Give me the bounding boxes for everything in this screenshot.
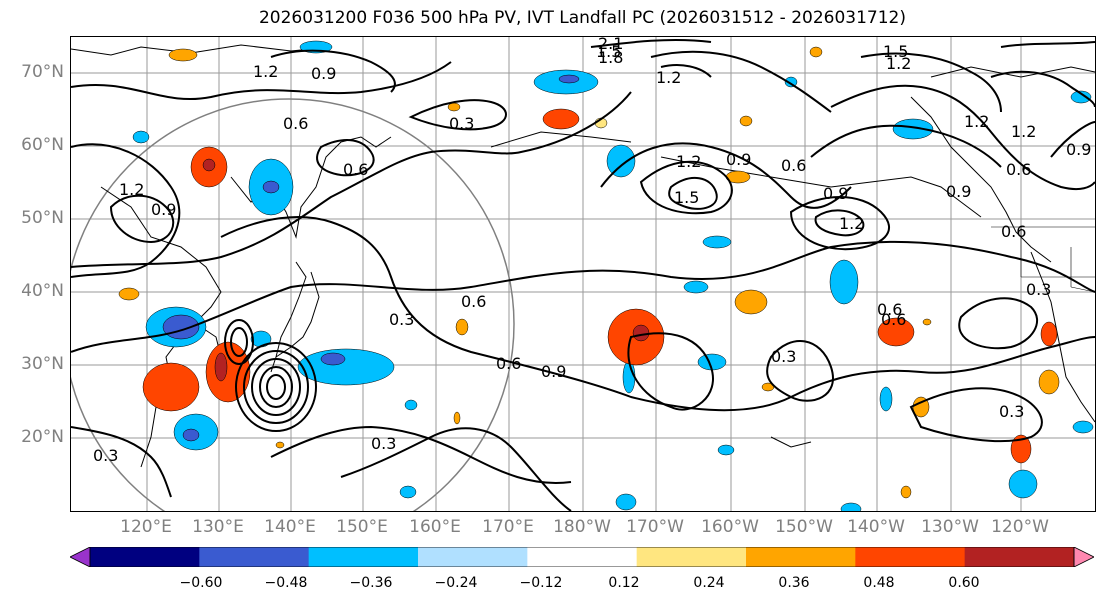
pv-positive-anomalies xyxy=(118,46,1060,499)
lon-label-150w: 150°W xyxy=(775,517,833,537)
contour-label: 1.2 xyxy=(676,152,701,171)
colorbar-segments xyxy=(70,547,1094,567)
contour-label: 0.6 xyxy=(881,310,906,329)
contour-label: 1.2 xyxy=(886,54,911,73)
lon-label-160w: 160°W xyxy=(701,517,759,537)
lat-label-40n: 40°N xyxy=(21,281,64,301)
colorbar-tick-label: −0.12 xyxy=(519,575,563,591)
contour-label: 1.5 xyxy=(674,188,699,207)
pv-contours xyxy=(71,38,1095,511)
colorbar-segment xyxy=(199,547,310,567)
contour-label: 0.6 xyxy=(283,114,308,133)
contour-label: 0.6 xyxy=(496,354,521,373)
colorbar-segment xyxy=(964,547,1075,567)
lon-label-120w: 120°W xyxy=(991,517,1049,537)
colorbar-tick-label: 0.60 xyxy=(948,575,980,591)
lon-label-140w: 140°W xyxy=(847,517,905,537)
colorbar-tick-label: −0.48 xyxy=(264,575,308,591)
contour-label: 1.2 xyxy=(253,62,278,81)
contour-label: 0.3 xyxy=(449,114,474,133)
colorbar-segment xyxy=(636,547,747,567)
lat-label-20n: 20°N xyxy=(21,427,64,447)
colorbar-tick-label: 0.12 xyxy=(608,575,640,591)
colorbar-segment xyxy=(418,547,528,567)
contour-label: 0.3 xyxy=(93,446,118,465)
colorbar-segment xyxy=(308,547,419,567)
colorbar-segment xyxy=(855,547,966,567)
contour-label: 0.6 xyxy=(461,292,486,311)
colorbar-tick-label: −0.36 xyxy=(349,575,393,591)
political-borders xyxy=(991,226,1095,293)
colorbar-tick-label: −0.24 xyxy=(434,575,478,591)
contour-label: 1.8 xyxy=(598,48,623,67)
pv-negative-anomalies xyxy=(132,40,1094,511)
cyclone-contours xyxy=(224,319,317,432)
contour-label: 0.3 xyxy=(771,347,796,366)
contour-label: 0.3 xyxy=(999,402,1024,421)
lon-label-160e: 160°E xyxy=(409,517,461,537)
contour-label: 1.2 xyxy=(839,214,864,233)
contour-label: 0.3 xyxy=(389,310,414,329)
colorbar xyxy=(70,547,1094,567)
lat-label-70n: 70°N xyxy=(21,62,64,82)
colorbar-tick-label: 0.48 xyxy=(863,575,895,591)
colorbar-tick-label: 0.24 xyxy=(693,575,725,591)
contour-label: 1.2 xyxy=(119,180,144,199)
lon-label-130e: 130°E xyxy=(192,517,244,537)
contour-label: 0.3 xyxy=(371,434,396,453)
contour-label: 0.9 xyxy=(1066,140,1091,159)
contour-label: 0.9 xyxy=(946,182,971,201)
lat-label-60n: 60°N xyxy=(21,135,64,155)
contour-label: 0.3 xyxy=(1026,280,1051,299)
lon-label-130w: 130°W xyxy=(921,517,979,537)
contour-label: 0.9 xyxy=(151,200,176,219)
lon-label-150e: 150°E xyxy=(336,517,388,537)
colorbar-tick-label: 0.36 xyxy=(778,575,810,591)
contour-label: 1.5 xyxy=(596,42,621,61)
contour-label: 2.1 xyxy=(598,37,623,53)
landfall-region-circle xyxy=(71,98,515,511)
contour-label: 1.2 xyxy=(1011,122,1036,141)
map-canvas: 1.2 0.9 1.2 0.9 0.6 0.6 0.3 0.6 0.3 0.6 … xyxy=(71,37,1095,511)
colorbar-extend-max xyxy=(1073,547,1094,567)
lon-label-180w: 180°W xyxy=(553,517,611,537)
colorbar-segment xyxy=(90,547,200,567)
contour-label: 0.9 xyxy=(823,184,848,203)
colorbar-outline xyxy=(89,547,1075,567)
colorbar-segment xyxy=(527,547,638,567)
map-panel: 1.2 0.9 1.2 0.9 0.6 0.6 0.3 0.6 0.3 0.6 … xyxy=(70,36,1096,512)
contour-label: 1.2 xyxy=(964,112,989,131)
contour-label: 0.6 xyxy=(781,156,806,175)
lat-label-30n: 30°N xyxy=(21,354,64,374)
contour-label: 0.6 xyxy=(1001,222,1026,241)
contour-label: 0.9 xyxy=(541,362,566,381)
contour-label: 0.9 xyxy=(726,150,751,169)
colorbar-tick-label: −0.60 xyxy=(179,575,223,591)
colorbar-segment xyxy=(746,547,856,567)
lat-label-50n: 50°N xyxy=(21,208,64,228)
lon-label-120e: 120°E xyxy=(120,517,172,537)
contour-label: 0.6 xyxy=(343,160,368,179)
colorbar-extend-min xyxy=(70,547,91,567)
lon-label-170e: 170°E xyxy=(482,517,534,537)
contour-label: 1.5 xyxy=(883,42,908,61)
chart-title: 2026031200 F036 500 hPa PV, IVT Landfall… xyxy=(258,8,906,28)
contour-label: 0.9 xyxy=(311,64,336,83)
contour-labels: 1.2 0.9 1.2 0.9 0.6 0.6 0.3 0.6 0.3 0.6 … xyxy=(93,37,1091,465)
contour-label: 1.2 xyxy=(656,68,681,87)
lon-label-170w: 170°W xyxy=(626,517,684,537)
contour-label: 0.6 xyxy=(1006,160,1031,179)
contour-label: 0.6 xyxy=(877,300,902,319)
lon-label-140e: 140°E xyxy=(264,517,316,537)
